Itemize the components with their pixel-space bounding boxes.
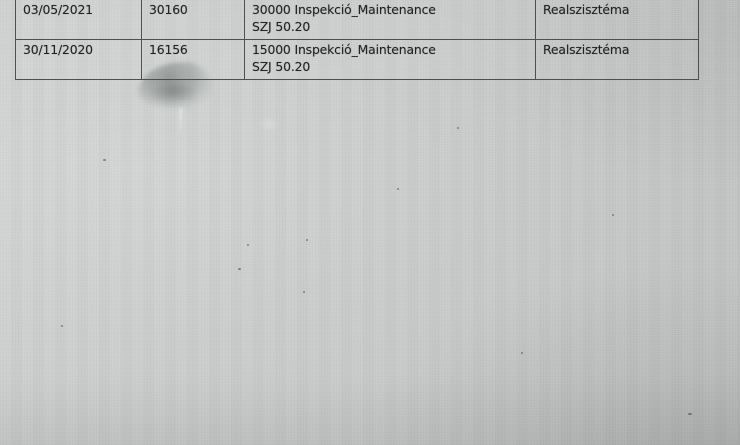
maintenance-history-table: SZJ 50.20 03/05/2021 30160 30000 Inspekc… (15, 0, 699, 81)
description-line-1: 30000 Inspekció_Maintenance (252, 2, 436, 17)
cell-vendor: Realszisztéma (535, 39, 699, 81)
paper-smudge-secondary (150, 84, 196, 104)
dust-speck (303, 291, 305, 293)
cell-vendor: Realszisztéma (535, 0, 699, 41)
dust-speck (612, 214, 614, 216)
cell-date: 30/11/2020 (15, 39, 142, 81)
dust-speck (688, 413, 692, 415)
cell-description: 30000 Inspekció_Maintenance SZJ 50.20 (244, 0, 536, 41)
dust-speck (238, 268, 241, 270)
table-row: 03/05/2021 30160 30000 Inspekció_Mainten… (15, 0, 699, 41)
paper-crease-mark-secondary (258, 116, 280, 132)
table-row: 30/11/2020 16156 15000 Inspekció_Mainten… (15, 39, 699, 81)
dust-speck (521, 352, 523, 354)
cell-odometer: 16156 (141, 39, 245, 81)
dust-speck (247, 244, 249, 246)
dust-speck (457, 127, 459, 129)
maintenance-table-container: SZJ 50.20 03/05/2021 30160 30000 Inspekc… (15, 0, 699, 81)
dust-speck (397, 188, 399, 190)
cell-description: 15000 Inspekció_Maintenance SZJ 50.20 (244, 39, 536, 81)
dust-speck (103, 159, 106, 161)
cell-date: 03/05/2021 (15, 0, 142, 41)
description-line-2: SZJ 50.20 (252, 58, 311, 74)
description-line-2: SZJ 50.20 (252, 18, 311, 34)
dust-speck (61, 325, 63, 327)
cell-odometer: 30160 (141, 0, 245, 41)
dust-speck (306, 239, 308, 241)
description-line-1: 15000 Inspekció_Maintenance (252, 42, 436, 58)
